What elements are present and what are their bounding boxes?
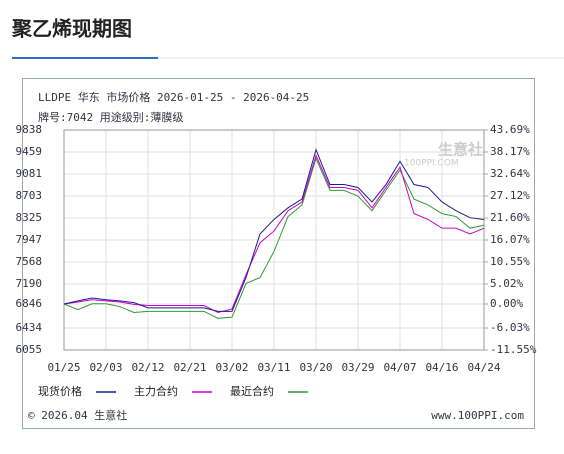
x-tick-label: 03/02 — [215, 361, 248, 374]
series-line — [63, 154, 485, 314]
x-tick-label: 02/03 — [89, 361, 122, 374]
x-tick-label: 03/11 — [257, 361, 290, 374]
series-line — [63, 148, 485, 312]
y2-tick-label: -11.55% — [490, 343, 537, 356]
x-tick-label: 03/29 — [341, 361, 374, 374]
chart-title: LLDPE 华东 市场价格 2026-01-25 - 2026-04-25 — [38, 90, 309, 104]
y2-tick-label: 27.12% — [490, 189, 530, 202]
x-tick-label: 04/24 — [467, 361, 500, 374]
y2-tick-label: 10.55% — [490, 255, 530, 268]
y2-tick-label: 21.60% — [490, 211, 530, 224]
legend-label: 现货价格 — [38, 384, 82, 398]
y2-tick-label: 32.64% — [490, 167, 530, 180]
y-tick-label: 8325 — [16, 211, 43, 224]
y-tick-label: 9459 — [16, 145, 43, 158]
y-tick-label: 7190 — [16, 277, 43, 290]
y2-tick-label: 0.00% — [490, 297, 523, 310]
legend-label: 主力合约 — [134, 384, 178, 398]
y-tick-label: 6434 — [16, 321, 43, 334]
x-tick-label: 03/20 — [299, 361, 332, 374]
source: www.100PPI.com — [431, 409, 524, 422]
x-tick-label: 04/16 — [425, 361, 458, 374]
y2-tick-label: -6.03% — [490, 321, 530, 334]
y-tick-label: 8703 — [16, 189, 43, 202]
y2-tick-label: 5.02% — [490, 277, 523, 290]
x-tick-label: 02/12 — [131, 361, 164, 374]
y-tick-label: 6055 — [16, 343, 43, 356]
y-tick-label: 9838 — [16, 123, 43, 136]
x-tick-label: 02/21 — [173, 361, 206, 374]
page-title: 聚乙烯现期图 — [11, 17, 132, 41]
y2-tick-label: 38.17% — [490, 145, 530, 158]
legend-label: 最近合约 — [230, 384, 274, 398]
chart-frame — [22, 78, 535, 429]
y2-tick-label: 43.69% — [490, 123, 530, 136]
x-tick-label: 04/07 — [383, 361, 416, 374]
copyright: © 2026.04 生意社 — [28, 408, 127, 422]
watermark: 生意社 — [438, 141, 483, 159]
watermark: 100PPI.COM — [404, 159, 459, 169]
x-tick-label: 01/25 — [47, 361, 80, 374]
series-line — [63, 156, 485, 319]
y-tick-label: 6846 — [16, 297, 43, 310]
y-tick-label: 7568 — [16, 255, 43, 268]
plot-frame — [63, 129, 485, 351]
y-tick-label: 7947 — [16, 233, 43, 246]
chart-subtitle: 牌号:7042 用途级别:薄膜级 — [38, 110, 183, 124]
y-tick-label: 9081 — [16, 167, 43, 180]
y2-tick-label: 16.07% — [490, 233, 530, 246]
